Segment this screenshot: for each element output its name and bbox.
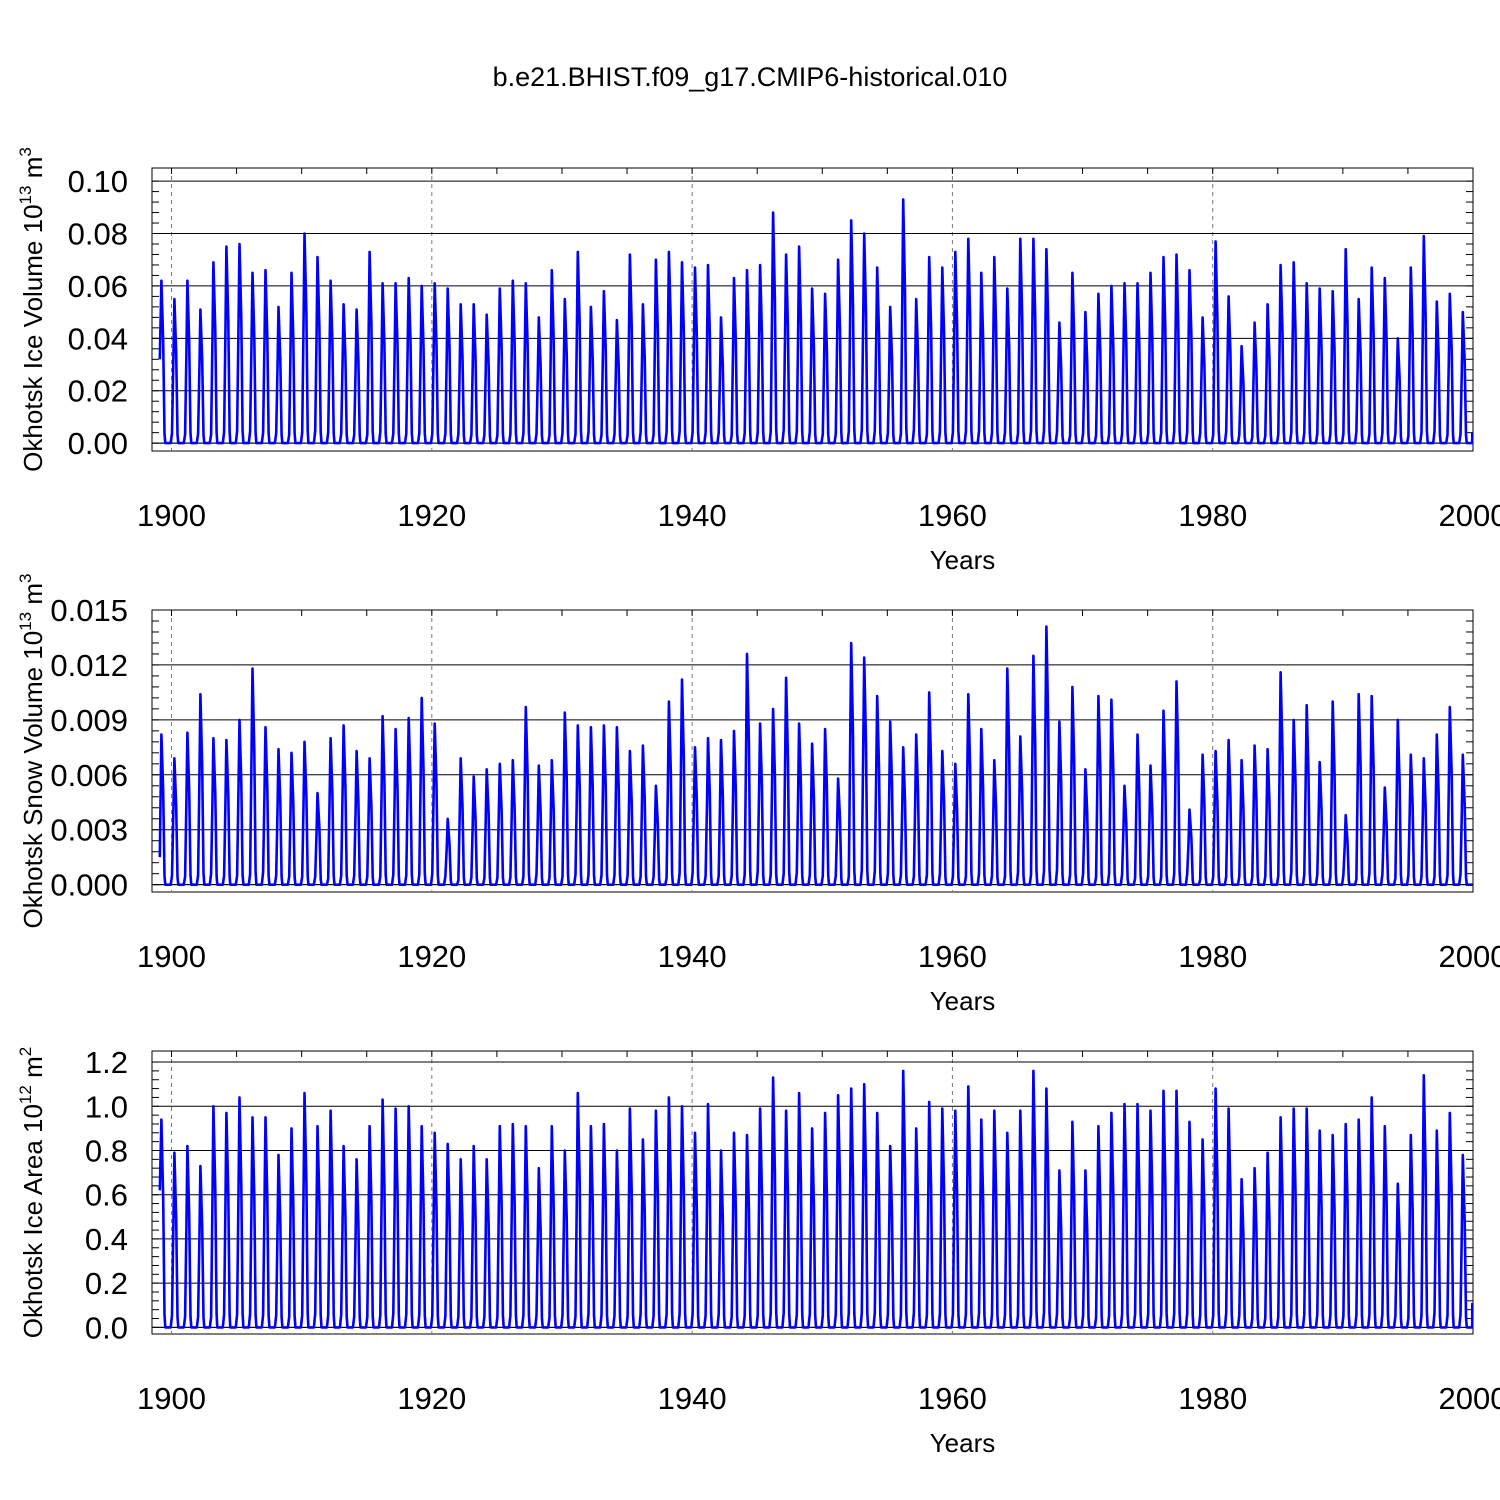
y-axis-title: Okhotsk Snow Volume 1013 m3 [16, 574, 48, 929]
y-tick-label: 0.003 [50, 813, 128, 848]
x-tick-label: 2000 [1439, 939, 1500, 974]
panel-ice-area: 0.0 0.2 0.4 0.6 0.8 1.0 1.2 1900 1920 1940 1960 198… [16, 1045, 1500, 1458]
x-tick-label: 1980 [1178, 939, 1247, 974]
y-tick-label: 0.02 [68, 374, 128, 409]
series-line [158, 625, 1474, 886]
y-tick-label: 1.2 [85, 1045, 128, 1080]
chart-title: b.e21.BHIST.f09_g17.CMIP6-historical.010 [492, 62, 1008, 92]
y-tick-label: 0.08 [68, 217, 128, 252]
y-tick-label: 0.006 [50, 758, 128, 793]
x-tick-label: 1940 [658, 939, 727, 974]
series-line [158, 198, 1474, 445]
y-axis-title: Okhotsk Ice Volume 1013 m3 [16, 147, 48, 472]
x-tick-label: 1960 [918, 939, 987, 974]
y-tick-label: 0.009 [50, 703, 128, 738]
x-tick-label: 1940 [658, 498, 727, 533]
x-tick-label: 1920 [397, 939, 466, 974]
x-tick-label: 1980 [1178, 498, 1247, 533]
x-tick-label: 1980 [1178, 1381, 1247, 1416]
x-tick-label: 1940 [658, 1381, 727, 1416]
x-tick-label: 1900 [137, 498, 206, 533]
y-tick-label: 0.10 [68, 164, 128, 199]
x-tick-label: 2000 [1439, 1381, 1500, 1416]
x-axis-title: Years [930, 545, 996, 575]
x-tick-label: 1960 [918, 498, 987, 533]
x-tick-label: 1920 [397, 498, 466, 533]
y-axis-title: Okhotsk Ice Area 1012 m2 [16, 1047, 48, 1338]
y-tick-label: 0.2 [85, 1266, 128, 1301]
x-tick-label: 1900 [137, 939, 206, 974]
y-tick-label: 0.4 [85, 1222, 128, 1257]
x-axis-title: Years [930, 1428, 996, 1458]
y-tick-label: 0.06 [68, 269, 128, 304]
plot-frame [151, 167, 1474, 452]
y-tick-label: 0.8 [85, 1133, 128, 1168]
y-tick-label: 0.00 [68, 426, 128, 461]
y-tick-label: 0.0 [85, 1310, 128, 1345]
x-axis-title: Years [930, 986, 996, 1016]
y-tick-label: 0.6 [85, 1178, 128, 1213]
y-tick-label: 0.015 [50, 593, 128, 628]
series-line [158, 1069, 1474, 1329]
y-tick-label: 0.012 [50, 648, 128, 683]
panel-snow-volume: 0.000 0.003 0.006 0.009 0.012 0.015 1900 1920 19… [16, 574, 1500, 1017]
y-tick-label: 0.000 [50, 868, 128, 903]
y-tick-label: 0.04 [68, 321, 128, 356]
y-tick-label: 1.0 [85, 1089, 128, 1124]
x-tick-label: 2000 [1439, 498, 1500, 533]
x-tick-label: 1920 [397, 1381, 466, 1416]
x-tick-label: 1900 [137, 1381, 206, 1416]
plot-frame [151, 1050, 1474, 1335]
panel-ice-volume: 0.00 0.02 0.04 0.06 0.08 0.10 1900 1920 1940 1960… [16, 147, 1500, 575]
x-tick-label: 1960 [918, 1381, 987, 1416]
